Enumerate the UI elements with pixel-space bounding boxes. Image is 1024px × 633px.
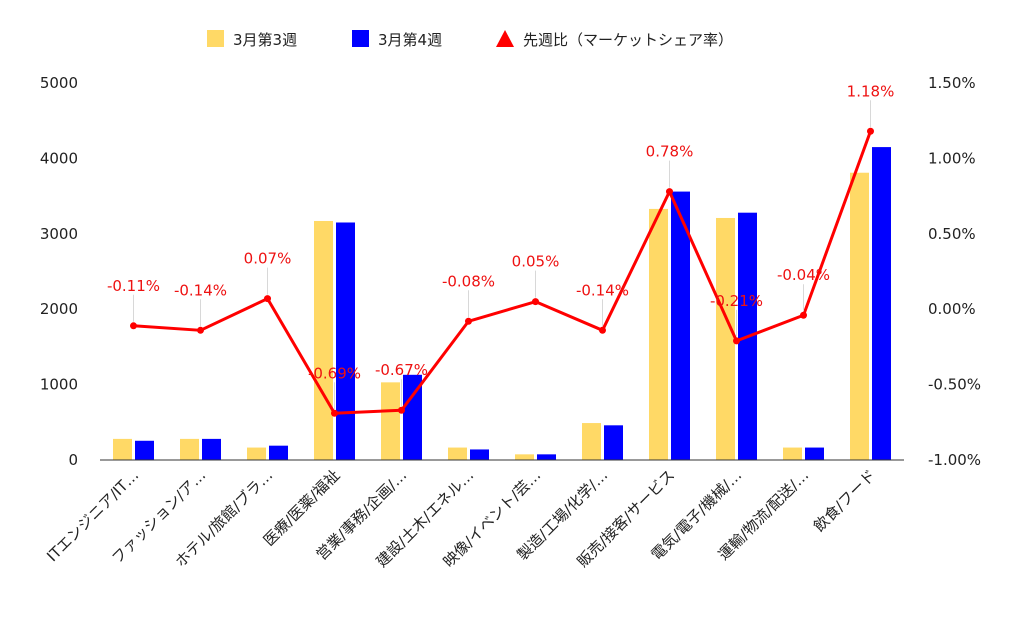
category-label: 飲食/フード	[810, 466, 879, 535]
bars	[113, 147, 891, 461]
share-point	[398, 406, 405, 414]
bar-week3	[515, 454, 534, 460]
share-point	[599, 326, 606, 334]
bar-week3	[649, 208, 668, 460]
bar-week4	[872, 147, 891, 460]
bar-week3	[381, 382, 400, 460]
bar-week3	[850, 172, 869, 460]
share-data-label: -0.08%	[442, 272, 495, 290]
share-data-label: -0.14%	[174, 281, 227, 299]
bar-week3	[716, 217, 735, 460]
legend-label: 3月第3週	[233, 31, 297, 49]
legend-swatch	[352, 30, 369, 47]
legend: 3月第3週 3月第4週 先週比（マーケットシェア率）	[207, 30, 733, 49]
legend-swatch	[207, 30, 224, 47]
share-data-label: -0.69%	[308, 364, 361, 382]
right-axis-ticks: -1.00% -0.50% 0.00% 0.50% 1.00% 1.50%	[928, 74, 981, 469]
share-point	[800, 311, 807, 319]
left-tick-label: 3000	[40, 225, 78, 243]
share-data-label: 0.07%	[244, 250, 292, 268]
bar-week3	[582, 423, 601, 460]
share-point	[733, 337, 740, 345]
left-tick-label: 1000	[40, 376, 78, 394]
left-tick-label: 5000	[40, 74, 78, 92]
line-series	[130, 127, 874, 417]
share-point	[331, 409, 338, 417]
bar-week3	[314, 220, 333, 460]
share-data-label: 1.18%	[847, 82, 895, 100]
bar-week3	[783, 447, 802, 460]
share-line	[133, 130, 872, 415]
bar-week3	[247, 447, 266, 460]
share-point	[264, 295, 271, 303]
right-tick-label: -1.00%	[928, 451, 981, 469]
bar-week4	[135, 440, 154, 460]
bar-week4	[202, 438, 221, 460]
bar-week4	[403, 374, 422, 460]
bar-week4	[805, 447, 824, 460]
share-data-label: 0.05%	[512, 253, 560, 271]
share-point	[867, 127, 874, 135]
bar-week4	[604, 425, 623, 460]
bar-week4	[470, 449, 489, 460]
share-data-label: 0.78%	[646, 143, 694, 161]
bar-week3	[113, 438, 132, 460]
bar-week3	[448, 447, 467, 460]
share-data-label: -0.14%	[576, 281, 629, 299]
right-tick-label: 0.00%	[928, 300, 976, 318]
bar-week4	[269, 445, 288, 460]
share-point	[465, 317, 472, 325]
right-tick-label: 0.50%	[928, 225, 976, 243]
category-labels: ITエンジニア/IT…ファッション/ア…ホテル/旅館/ブラ…医療/医薬/福祉営業…	[43, 466, 879, 571]
share-data-label: -0.11%	[107, 277, 160, 295]
left-tick-label: 4000	[40, 149, 78, 167]
bar-week4	[336, 222, 355, 460]
right-tick-label: 1.50%	[928, 74, 976, 92]
bar-week4	[671, 191, 690, 461]
legend-label: 先週比（マーケットシェア率）	[523, 31, 733, 49]
left-tick-label: 2000	[40, 300, 78, 318]
right-tick-label: -0.50%	[928, 376, 981, 394]
left-tick-label: 0	[68, 451, 78, 469]
data-labels: -0.11% -0.14% 0.07% -0.69% -0.67% -0.08% 0.05%…	[107, 82, 895, 410]
left-axis-ticks: 0 1000 2000 3000 4000 5000	[40, 74, 78, 469]
legend-triangle-icon	[496, 30, 514, 47]
bar-week4	[537, 454, 556, 460]
share-point	[666, 188, 673, 196]
share-data-label: -0.67%	[375, 361, 428, 379]
right-tick-label: 1.00%	[928, 149, 976, 167]
share-point	[532, 298, 539, 306]
share-data-label: -0.21%	[710, 292, 763, 310]
share-data-label: -0.04%	[777, 266, 830, 284]
legend-label: 3月第4週	[378, 31, 442, 49]
share-point	[197, 326, 204, 334]
bar-week3	[180, 438, 199, 460]
share-point	[130, 322, 137, 330]
